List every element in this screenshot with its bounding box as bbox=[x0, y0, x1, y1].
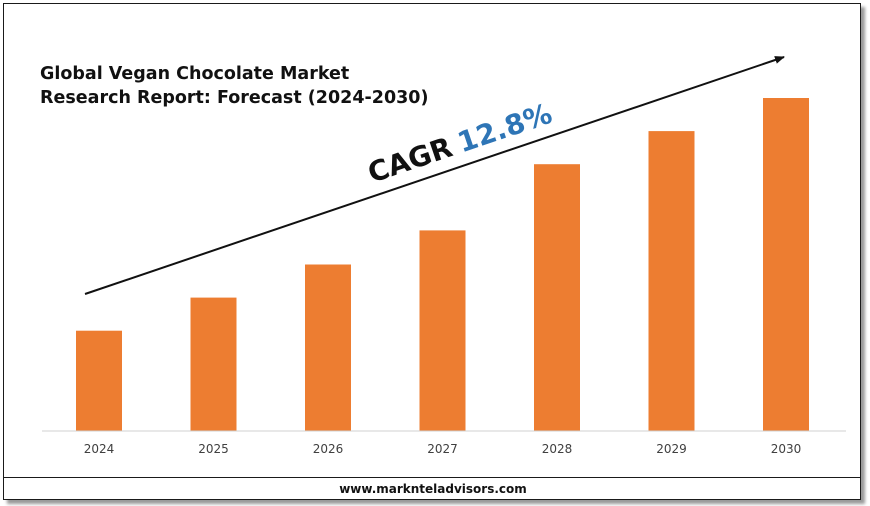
chart-title-line-1: Global Vegan Chocolate Market bbox=[40, 64, 350, 84]
x-tick-2030: 2030 bbox=[771, 442, 802, 456]
bar-2030 bbox=[763, 98, 809, 431]
bar-2025 bbox=[190, 297, 237, 431]
x-tick-2029: 2029 bbox=[656, 442, 687, 456]
bar-2029 bbox=[648, 131, 695, 431]
bar-2027 bbox=[419, 230, 466, 431]
chart-title: Global Vegan Chocolate Market Research R… bbox=[40, 62, 440, 110]
cagr-value: 12.8% bbox=[453, 97, 556, 159]
bar-2028 bbox=[534, 164, 580, 431]
footer-website: www.marknteladvisors.com bbox=[339, 482, 527, 496]
x-tick-2025: 2025 bbox=[198, 442, 229, 456]
chart-title-line-2: Research Report: Forecast (2024-2030) bbox=[40, 88, 429, 108]
x-tick-2028: 2028 bbox=[542, 442, 573, 456]
x-tick-2027: 2027 bbox=[427, 442, 458, 456]
bar-2026 bbox=[305, 264, 351, 431]
x-tick-labels: 2024 2025 2026 2027 2028 2029 2030 bbox=[84, 442, 802, 456]
growth-arrow bbox=[84, 56, 785, 295]
bar-2024 bbox=[76, 330, 122, 431]
x-tick-2026: 2026 bbox=[313, 442, 344, 456]
cagr-label: CAGR bbox=[364, 131, 457, 190]
bars-group bbox=[76, 98, 809, 431]
footer-divider bbox=[3, 477, 861, 478]
x-tick-2024: 2024 bbox=[84, 442, 115, 456]
